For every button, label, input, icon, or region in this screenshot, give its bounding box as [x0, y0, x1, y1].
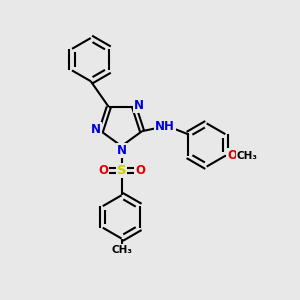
- Text: NH: NH: [155, 121, 175, 134]
- Text: O: O: [135, 164, 145, 177]
- Text: CH₃: CH₃: [111, 245, 132, 255]
- Text: N: N: [91, 123, 100, 136]
- Text: N: N: [134, 99, 144, 112]
- Text: O: O: [227, 149, 237, 162]
- Text: S: S: [117, 164, 126, 177]
- Text: CH₃: CH₃: [236, 151, 257, 161]
- Text: O: O: [98, 164, 108, 177]
- Text: N: N: [116, 144, 127, 157]
